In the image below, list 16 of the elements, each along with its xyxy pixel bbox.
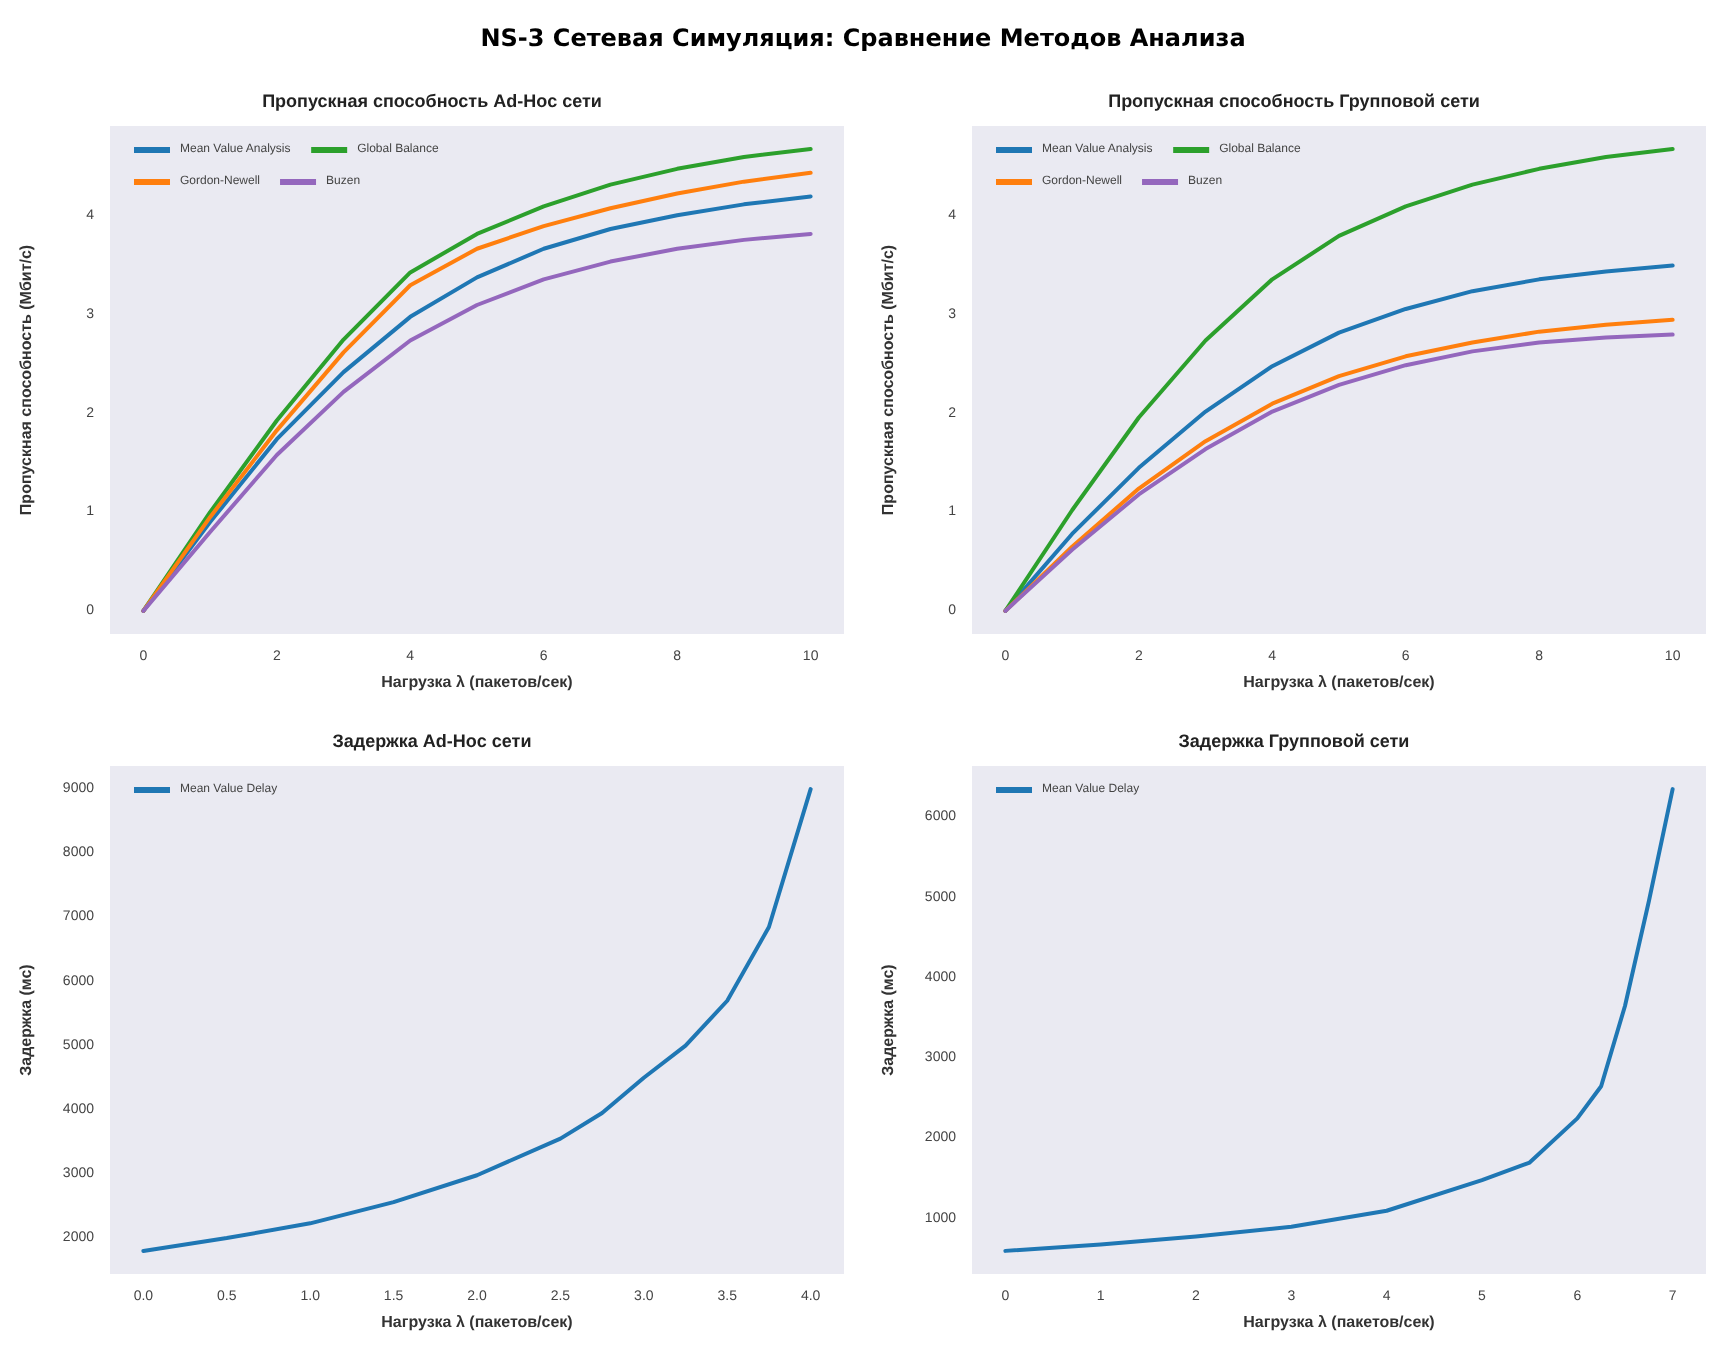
y-axis-title: Пропускная способность (Мбит/с): [879, 244, 897, 516]
x-axis-title: Нагрузка λ (пакетов/сек): [1243, 1313, 1436, 1331]
text: NS-3 Сетевая Симуляция: Сравнение Методов Анализа: [478, 22, 1248, 52]
chart-title: Пропускная способность Ad-Hoc сети: [262, 91, 602, 111]
line-series: [1003, 147, 1675, 613]
chart-title: Задержка Групповой сети: [1178, 731, 1410, 751]
line-series: [1003, 787, 1675, 1253]
y-axis-title: Задержка (мс): [17, 963, 35, 1076]
chart-title: Пропускная способность Групповой сети: [1108, 91, 1480, 111]
x-axis-title: Нагрузка λ (пакетов/сек): [381, 1313, 574, 1331]
chart-title: Задержка Ad-Hoc сети: [332, 731, 532, 751]
line-series: [141, 787, 813, 1253]
y-axis-title: Задержка (мс): [879, 963, 897, 1076]
x-axis-title: Нагрузка λ (пакетов/сек): [1243, 673, 1436, 691]
y-axis-title: Пропускная способность (Мбит/с): [17, 244, 35, 516]
x-axis-title: Нагрузка λ (пакетов/сек): [381, 673, 574, 691]
